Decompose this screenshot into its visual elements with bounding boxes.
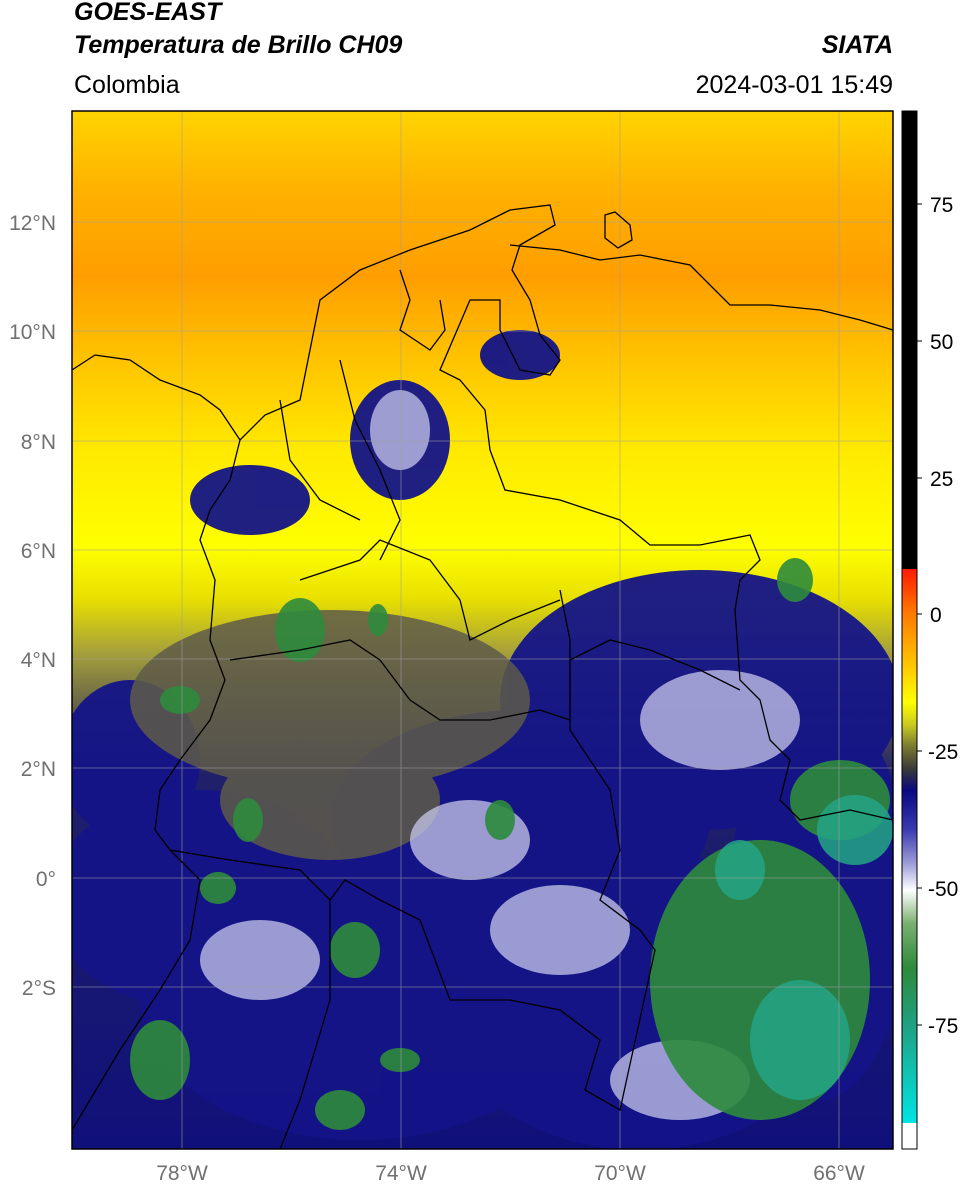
colorbar-tick-label: 0 — [930, 604, 942, 627]
lon-tick-label: 70°W — [594, 1162, 646, 1185]
lon-tick-label: 78°W — [156, 1162, 208, 1185]
lon-tick-label: 74°W — [375, 1162, 427, 1185]
colorbar-tick-label: 25 — [930, 468, 953, 491]
colorbar-tick-label: 75 — [930, 194, 953, 217]
colorbar-white-segment — [902, 1123, 917, 1149]
lat-tick-label: 6°N — [21, 540, 56, 563]
colorbar-frame — [901, 110, 918, 1150]
region-label: Colombia — [74, 71, 180, 99]
lat-tick-label: 12°N — [9, 212, 56, 235]
lat-tick-label: 10°N — [9, 321, 56, 344]
brand-label: SIATA — [821, 31, 893, 59]
lat-tick-label: 4°N — [21, 649, 56, 672]
coastline-boundaries — [72, 204, 893, 1149]
map-frame — [71, 110, 894, 1150]
colorbar-gradient — [902, 569, 917, 1123]
latitude-labels: 12°N 10°N 8°N 6°N 4°N 2°N 0° 2°S — [9, 212, 56, 1000]
lat-tick-label: 8°N — [21, 431, 56, 454]
timestamp-label: 2024-03-01 15:49 — [695, 71, 893, 99]
colorbar-tick-label: 50 — [930, 331, 953, 354]
longitude-labels: 78°W 74°W 70°W 66°W — [156, 1162, 865, 1185]
colorbar-tick-label: -75 — [928, 1015, 958, 1038]
title-line-2: Temperatura de Brillo CH09 — [74, 31, 403, 59]
lat-tick-label: 0° — [36, 868, 56, 891]
colorbar-tick-label: -25 — [928, 741, 958, 764]
colorbar: 75 50 25 0 -25 -50 -75 — [901, 110, 958, 1150]
colorbar-tick-label: -50 — [928, 878, 958, 901]
brightness-temperature-field — [72, 111, 893, 1149]
title-line-1: GOES-EAST — [74, 0, 222, 26]
colorbar-black-segment — [902, 111, 917, 569]
lon-tick-label: 66°W — [813, 1162, 865, 1185]
lat-tick-label: 2°N — [21, 758, 56, 781]
lat-tick-label: 2°S — [22, 977, 56, 1000]
